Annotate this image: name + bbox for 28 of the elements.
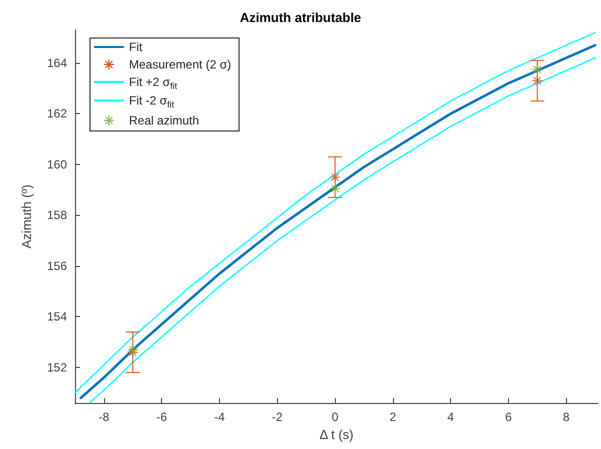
point — [127, 346, 138, 358]
x-tick-label: 6 — [505, 410, 512, 424]
point — [329, 182, 341, 194]
x-tick-label: 4 — [447, 410, 454, 424]
point — [127, 344, 138, 356]
chart-title: Azimuth atributable — [240, 10, 362, 25]
y-tick-label: 156 — [46, 258, 68, 273]
point — [532, 64, 543, 75]
y-tick-label: 160 — [46, 157, 68, 172]
y-axis-title: Azimuth (º) — [19, 184, 34, 248]
y-tick-label: 162 — [46, 106, 68, 121]
x-tick-label: 0 — [332, 410, 339, 424]
x-tick-label: -2 — [272, 410, 283, 424]
y-tick-label: 154 — [46, 310, 68, 324]
x-tick-label: -8 — [98, 410, 110, 424]
x-tick-label: 8 — [562, 410, 570, 424]
y-tick-label: 152 — [46, 360, 68, 374]
y-tick-label: 164 — [46, 56, 68, 70]
x-axis-title: Δ t (s) — [320, 426, 354, 442]
point — [329, 172, 341, 183]
x-tick-label: -6 — [156, 410, 168, 424]
legend-label: Fit — [129, 40, 143, 54]
y-tick-label: 158 — [46, 208, 68, 222]
legend-label: Real azimuth — [129, 114, 200, 128]
point — [532, 75, 543, 86]
x-tick-label: -4 — [214, 410, 226, 424]
x-tick-label: 2 — [390, 410, 396, 424]
legend-label: Measurement (2 σ) — [129, 58, 232, 72]
